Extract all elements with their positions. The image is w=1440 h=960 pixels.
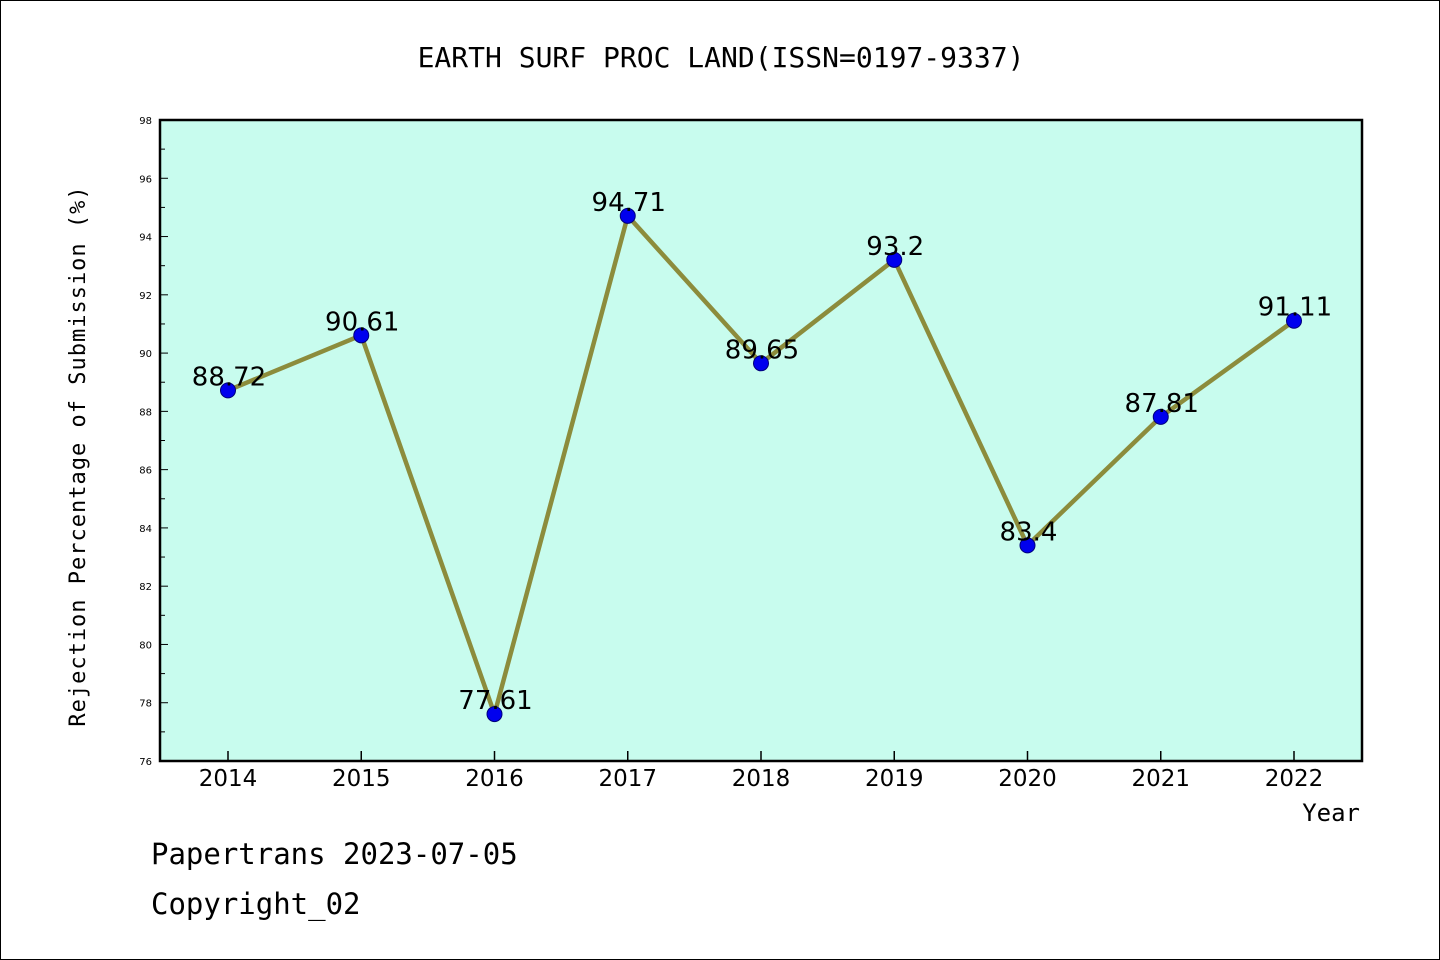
data-label: 91.11 (1258, 293, 1332, 323)
y-tick-label: 76 (139, 757, 152, 768)
x-axis: 2014 2015 2016 2017 2018 2019 2020 2021 2022 (199, 751, 1324, 792)
y-tick-label: 90 (139, 349, 152, 360)
x-tick-label: 2022 (1265, 766, 1324, 792)
x-tick-label: 2017 (598, 766, 657, 792)
y-tick-label: 98 (139, 116, 152, 127)
data-point-marker (753, 355, 769, 372)
x-tick-label: 2018 (732, 766, 791, 792)
y-axis: 76 78 80 82 84 86 88 90 92 94 96 98 (139, 116, 168, 768)
data-point-marker (1019, 537, 1036, 554)
data-point-marker (353, 327, 370, 344)
footer-copyright: Copyright_02 (151, 887, 361, 921)
footer-date: Papertrans 2023-07-05 (151, 837, 518, 871)
data-label: 93.2 (866, 232, 924, 262)
data-point-marker (1152, 408, 1169, 425)
y-tick-label: 96 (139, 174, 152, 185)
x-tick-label: 2021 (1131, 766, 1190, 792)
y-tick-label: 82 (139, 582, 152, 593)
chart-title: EARTH SURF PROC LAND(ISSN=0197-9337) (418, 41, 1025, 74)
y-tick-label: 92 (139, 291, 152, 302)
data-point-marker (220, 382, 236, 399)
data-label: 83.4 (1000, 517, 1058, 547)
data-point-marker (486, 706, 503, 723)
data-label: 77.61 (458, 686, 532, 716)
y-tick-label: 80 (139, 640, 152, 651)
y-axis-label: Rejection Percentage of Submission (%) (66, 185, 91, 726)
data-label: 88.72 (192, 362, 266, 392)
data-label: 87.81 (1125, 389, 1199, 419)
data-point-marker (1286, 312, 1302, 329)
plot-area (158, 118, 1364, 763)
y-tick-label: 88 (139, 407, 152, 418)
data-label: 89.65 (725, 335, 799, 365)
x-tick-label: 2016 (465, 766, 524, 792)
y-tick-label: 84 (139, 524, 152, 535)
data-point-marker (619, 207, 636, 224)
data-label: 90.61 (325, 307, 399, 337)
x-axis-label: Year (1302, 799, 1360, 827)
markers-group (220, 207, 1302, 723)
y-tick-label: 78 (139, 699, 152, 710)
data-label: 94.71 (592, 188, 666, 218)
x-tick-label: 2020 (998, 766, 1057, 792)
x-tick-label: 2015 (332, 766, 391, 792)
data-labels-group: 88.72 90.61 77.61 94.71 89.65 93.2 83.4 87.81 91… (192, 188, 1332, 716)
data-point-marker (886, 251, 903, 268)
y-tick-label: 94 (139, 233, 152, 244)
x-tick-label: 2014 (199, 766, 258, 792)
y-tick-label: 86 (139, 466, 152, 477)
x-tick-label: 2019 (865, 766, 924, 792)
